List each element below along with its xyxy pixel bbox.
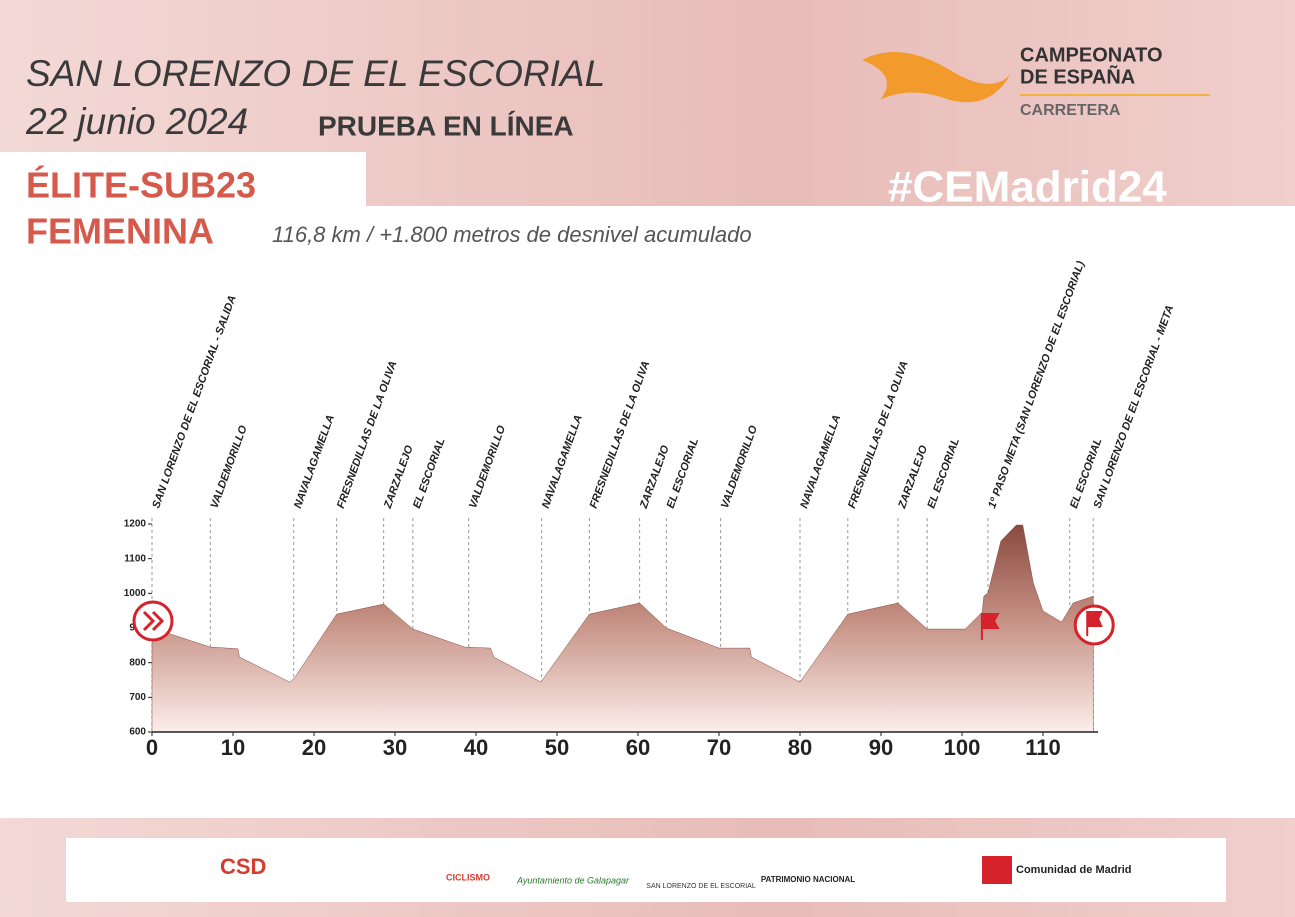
x-tick-label: 110 [1025, 735, 1061, 760]
waypoint-label: VALDEMORILLO [209, 424, 250, 510]
x-tick-label: 30 [383, 735, 407, 760]
sponsor: Comunidad de Madrid [1016, 864, 1132, 876]
brand: CAMPEONATO [1020, 44, 1163, 66]
waypoint-label: EL ESCORIAL [665, 436, 702, 510]
sponsor: PATRIMONIO NACIONAL [761, 875, 855, 884]
sponsor: Ayuntamiento de Galapagar [516, 875, 630, 885]
brand: DE ESPAÑA [1020, 65, 1135, 88]
y-tick-label: 800 [129, 657, 146, 668]
x-tick-label: 0 [146, 735, 158, 760]
y-tick-label: 1000 [124, 588, 147, 599]
sponsor-box [66, 838, 1226, 902]
x-tick-label: 10 [221, 735, 245, 760]
waypoint-label: 1º PASO META (SAN LORENZO DE EL ESCORIAL… [986, 259, 1087, 510]
waypoint-label: ZARZALEJO [382, 443, 416, 510]
title: SAN LORENZO DE EL ESCORIAL [26, 53, 605, 94]
brand: CARRETERA [1020, 102, 1121, 119]
x-tick-label: 90 [869, 735, 893, 760]
x-tick-label: 50 [545, 735, 569, 760]
logo-cm [982, 856, 1012, 884]
waypoint-label: VALDEMORILLO [467, 424, 508, 510]
x-tick-label: 70 [707, 735, 731, 760]
subtitle: 116,8 km / +1.800 metros de desnivel acu… [272, 222, 752, 247]
waypoint-label: ZARZALEJO [896, 443, 930, 510]
y-tick-label: 1200 [124, 519, 147, 530]
waypoint-label: NAVALAGAMELLA [798, 413, 843, 510]
waypoint-label: VALDEMORILLO [719, 424, 760, 510]
sponsors: CSD CICLISMO Ayuntamiento de Galapagar S… [220, 854, 1132, 890]
waypoint-label: EL ESCORIAL [411, 436, 448, 510]
waypoint-label: EL ESCORIAL [925, 436, 962, 510]
category: ÉLITE-SUB23 [26, 165, 256, 206]
x-tick-label: 100 [944, 735, 981, 760]
waypoint-label: FRESNEDILLAS DE LA OLIVA [588, 359, 653, 510]
race-type: PRUEBA EN LÍNEA [318, 110, 574, 141]
start-arrows [142, 610, 165, 632]
elevation-area [151, 524, 1094, 733]
y-tick-label: 1100 [124, 553, 146, 564]
sponsor: SAN LORENZO DE EL ESCORIAL [646, 883, 756, 890]
y-tick-label: 700 [129, 692, 146, 703]
category: FEMENINA [26, 211, 214, 252]
x-tick-label: 80 [788, 735, 812, 760]
sponsor: CICLISMO [446, 872, 490, 882]
hashtag: #CEMadrid24 [888, 163, 1167, 212]
waypoint-label: SAN LORENZO DE EL ESCORIAL - META [1091, 304, 1176, 510]
finish-flag [1086, 611, 1103, 636]
waypoint-label: NAVALAGAMELLA [540, 413, 585, 510]
y-tick-label: 600 [129, 727, 146, 738]
logo-csd: CSD [220, 854, 266, 879]
waypoint-label: NAVALAGAMELLA [292, 413, 337, 510]
x-tick-label: 20 [302, 735, 326, 760]
header-box [0, 152, 366, 212]
x-tick-label: 60 [626, 735, 650, 760]
x-tick-label: 40 [464, 735, 488, 760]
date: 22 junio 2024 [25, 101, 248, 142]
logo [862, 52, 1010, 103]
lap-flag [980, 613, 1000, 640]
waypoint-label: FRESNEDILLAS DE LA OLIVA [846, 359, 911, 510]
